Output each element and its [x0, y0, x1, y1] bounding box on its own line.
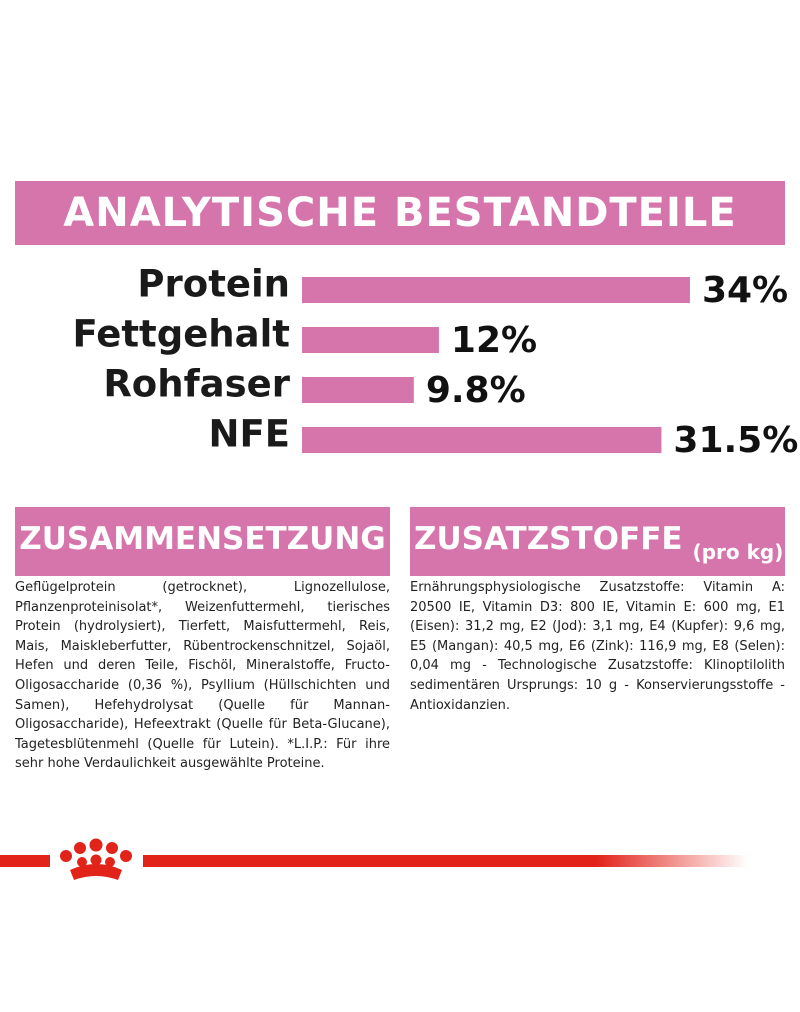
logo — [60, 838, 132, 880]
composition-text: Geflügelprotein (getrocknet), Lignozellu… — [15, 580, 390, 772]
category-label: Fettgehalt — [72, 313, 290, 356]
section-header: ZUSATZSTOFFE (pro kg) — [410, 507, 785, 576]
footer-line — [143, 855, 748, 867]
bar — [302, 327, 439, 353]
unit-label: (pro kg) — [692, 540, 784, 564]
bar — [302, 277, 690, 303]
section-title: ZUSAMMENSETZUNG — [15, 507, 390, 576]
value-label: 31.5% — [673, 420, 798, 461]
value-label: 34% — [702, 270, 788, 311]
chart-title: ANALYTISCHE BESTANDTEILE — [15, 181, 785, 245]
footer-line — [0, 855, 50, 867]
category-label: NFE — [208, 413, 290, 456]
additives-text: Ernährungsphysiologische Zusatzstoffe: V… — [410, 580, 785, 713]
value-label: 9.8% — [426, 370, 526, 411]
category-label: Protein — [137, 263, 290, 306]
section-title: ZUSATZSTOFFE — [414, 521, 683, 557]
value-label: 12% — [451, 320, 537, 361]
category-label: Rohfaser — [103, 363, 290, 406]
bar — [302, 427, 662, 453]
bar — [302, 377, 414, 403]
